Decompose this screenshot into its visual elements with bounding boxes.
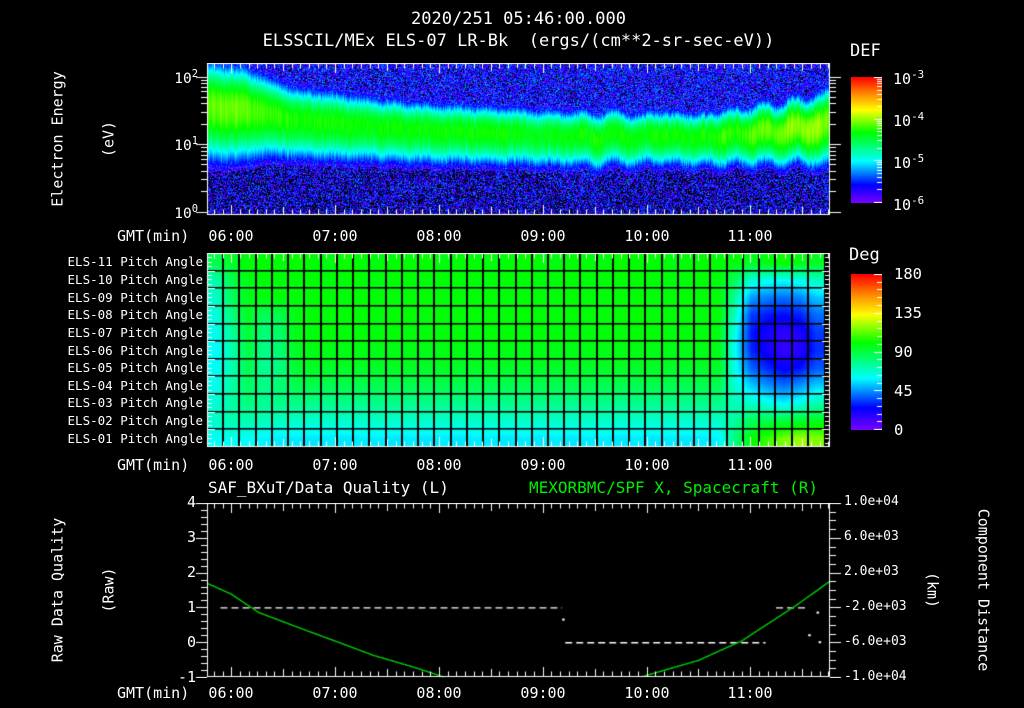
def-colorbar-title: DEF bbox=[850, 41, 881, 61]
pitch-row-label: ELS-07 Pitch Angle bbox=[67, 325, 203, 340]
def-colorbar-tick-label: 10-4 bbox=[893, 110, 925, 130]
quality-and-distance-line-chart bbox=[195, 503, 842, 678]
gmt-axis-label: GMT(min) bbox=[117, 227, 190, 245]
line-left-tick-label: -1 bbox=[177, 668, 196, 686]
deg-colorbar-tick-label: 0 bbox=[894, 421, 904, 439]
line-right-axis-title: Component Distance (km) bbox=[923, 508, 993, 672]
spectrogram-y-axis-title: Electron Energy (eV) bbox=[48, 71, 118, 207]
page-title: 2020/251 05:46:00.000 bbox=[411, 9, 626, 29]
time-tick-label: 06:00 bbox=[208, 456, 254, 474]
gmt-axis-label: GMT(min) bbox=[117, 456, 190, 474]
spectrogram-y-tick-label: 100 bbox=[174, 203, 198, 222]
pitch-row-label: ELS-08 Pitch Angle bbox=[67, 307, 203, 322]
line-left-axis-title: Raw Data Quality (Raw) bbox=[48, 517, 118, 663]
time-tick-label: 08:00 bbox=[416, 456, 462, 474]
line-left-tick-label: 3 bbox=[186, 528, 196, 546]
line-right-tick-label: 2.0e+03 bbox=[844, 564, 899, 579]
pitch-row-label: ELS-02 Pitch Angle bbox=[67, 413, 203, 428]
pitch-row-label: ELS-10 Pitch Angle bbox=[67, 272, 203, 287]
time-tick-label: 09:00 bbox=[520, 227, 566, 245]
deg-colorbar-tick-label: 180 bbox=[894, 265, 922, 283]
line-left-tick-label: 0 bbox=[186, 633, 196, 651]
line-panel-left-title: SAF_BXuT/Data Quality (L) bbox=[208, 478, 449, 497]
electron-energy-spectrogram bbox=[195, 63, 842, 216]
line-right-tick-label: -2.0e+03 bbox=[844, 599, 907, 614]
time-tick-label: 07:00 bbox=[312, 456, 358, 474]
def-colorbar-tick-label: 10-5 bbox=[893, 152, 925, 172]
line-right-tick-label: -6.0e+03 bbox=[844, 634, 907, 649]
pitch-row-label: ELS-04 Pitch Angle bbox=[67, 378, 203, 393]
pitch-row-label: ELS-09 Pitch Angle bbox=[67, 290, 203, 305]
spectrogram-y-tick-label: 101 bbox=[174, 135, 198, 154]
pitch-row-label: ELS-06 Pitch Angle bbox=[67, 343, 203, 358]
time-tick-label: 11:00 bbox=[727, 684, 773, 702]
page-subtitle: ELSSCIL/MEx ELS-07 LR-Bk (ergs/(cm**2-sr… bbox=[262, 31, 775, 51]
deg-colorbar-title: Deg bbox=[849, 245, 880, 265]
def-colorbar-tick-label: 10-3 bbox=[893, 68, 925, 88]
pitch-angle-heatmap bbox=[195, 253, 842, 448]
time-tick-label: 06:00 bbox=[208, 227, 254, 245]
time-tick-label: 06:00 bbox=[208, 684, 254, 702]
time-tick-label: 10:00 bbox=[624, 227, 670, 245]
line-left-tick-label: 2 bbox=[186, 563, 196, 581]
deg-colorbar-tick-label: 135 bbox=[894, 304, 922, 322]
deg-colorbar bbox=[851, 274, 882, 430]
gmt-axis-label: GMT(min) bbox=[117, 684, 190, 702]
time-tick-label: 08:00 bbox=[416, 684, 462, 702]
time-tick-label: 07:00 bbox=[312, 227, 358, 245]
time-tick-label: 08:00 bbox=[416, 227, 462, 245]
time-tick-label: 09:00 bbox=[520, 456, 566, 474]
line-left-tick-label: 4 bbox=[186, 493, 196, 511]
line-left-tick-label: 1 bbox=[186, 598, 196, 616]
line-panel-right-title: MEXORBMC/SPF X, Spacecraft (R) bbox=[529, 478, 818, 497]
spectrogram-y-tick-label: 102 bbox=[174, 68, 198, 87]
time-tick-label: 07:00 bbox=[312, 684, 358, 702]
time-tick-label: 09:00 bbox=[520, 684, 566, 702]
def-colorbar-tick-label: 10-6 bbox=[893, 194, 925, 214]
deg-colorbar-tick-label: 45 bbox=[894, 382, 913, 400]
time-tick-label: 11:00 bbox=[727, 456, 773, 474]
pitch-row-label: ELS-05 Pitch Angle bbox=[67, 360, 203, 375]
pitch-row-label: ELS-01 Pitch Angle bbox=[67, 431, 203, 446]
pitch-row-label: ELS-03 Pitch Angle bbox=[67, 395, 203, 410]
line-right-tick-label: 1.0e+04 bbox=[844, 494, 899, 509]
def-colorbar bbox=[851, 77, 882, 203]
line-right-tick-label: 6.0e+03 bbox=[844, 529, 899, 544]
line-right-tick-label: -1.0e+04 bbox=[844, 669, 907, 684]
pitch-row-label: ELS-11 Pitch Angle bbox=[67, 254, 203, 269]
time-tick-label: 10:00 bbox=[624, 456, 670, 474]
time-tick-label: 10:00 bbox=[624, 684, 670, 702]
deg-colorbar-tick-label: 90 bbox=[894, 343, 913, 361]
time-tick-label: 11:00 bbox=[727, 227, 773, 245]
